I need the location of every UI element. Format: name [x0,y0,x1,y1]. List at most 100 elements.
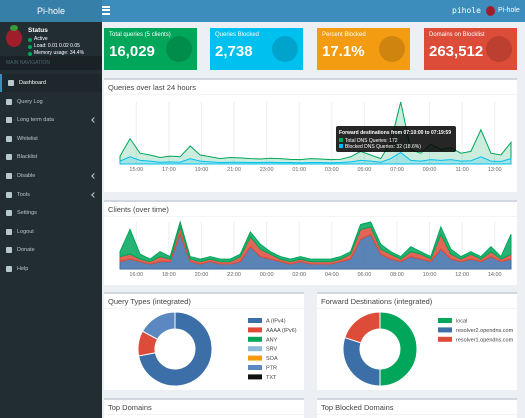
status-dot [28,52,32,56]
legend-swatch [438,327,452,333]
brand[interactable]: Pi-hole [0,0,102,22]
x-tick-label: 05:00 [357,167,371,173]
panel-title: Top Blocked Domains [321,403,394,412]
x-tick-label: 20:00 [195,272,209,278]
chart: local resolver2.opendns.com resolver1.open… [342,311,514,387]
menu-label: Donate [17,247,35,254]
menu-item[interactable]: Donate [0,241,102,259]
menu-item[interactable]: Query Log [0,93,102,111]
legend-swatch [438,318,452,323]
section-header: MAIN NAVIGATION [0,56,102,70]
user-avatar[interactable] [486,6,495,16]
menu-item[interactable]: Blacklist [0,148,102,166]
panel-title: Clients (over time) [108,205,169,214]
legend-swatch [248,374,262,380]
stat-label: Domains on Blocklist [429,32,485,38]
stat-box: Total queries (5 clients) 16,029 [104,28,197,70]
x-tick-label: 03:00 [325,167,339,173]
menu-icon [6,266,12,272]
menu-label: Whitelist [17,135,38,142]
menu-arrow [91,117,97,124]
line-series [119,151,512,165]
status-line: Memory usage: 34.4% [34,50,85,56]
logo [6,29,22,47]
donut-slice [138,311,213,387]
menu-label: Disable [17,173,36,179]
stat-icon [379,36,405,62]
menu-item[interactable]: Tools [0,186,102,204]
tooltip-swatch [339,138,343,142]
status-dot [28,45,32,49]
legend-label: ANY [266,337,278,343]
user-label[interactable]: Pi-hole [498,7,520,14]
menu-item[interactable]: Logout [0,223,102,241]
legend-label: resolver2.opendns.com [456,328,514,334]
x-tick-label: 14:00 [488,272,502,278]
x-tick-label: 18:00 [162,272,176,278]
menu-item[interactable]: Dashboard [0,74,102,92]
legend-label: SOA [266,356,278,362]
legend-swatch [248,365,262,370]
menu-item[interactable]: Help [0,260,102,278]
menu-icon [6,117,12,124]
line-series [119,101,512,165]
panel: Query Types (integrated) A (IPv4) AAAA (IP… [104,292,304,390]
menu-item[interactable]: Settings [0,204,102,222]
panel-title: Top Domains [108,403,152,412]
menu-item[interactable]: Disable [0,167,102,185]
x-tick-label: 22:00 [227,272,241,278]
menu-icon [6,210,12,217]
x-tick-label: 02:00 [292,272,306,278]
tooltip-line: Total DNS Queries: 172 [345,138,398,144]
panel-divider [104,216,517,217]
panel: Forward Destinations (integrated) local re… [317,292,517,390]
legend-label: PTR [266,366,277,372]
stat-value: 17.1% [322,43,365,60]
x-tick-label: 04:00 [325,272,339,278]
stat-box: Domains on Blocklist 263,512 [424,28,517,70]
donut-slice [141,311,176,341]
panel-title: Queries over last 24 hours [108,83,196,92]
status-dot [28,38,32,42]
x-tick-label: 21:00 [227,167,241,173]
tooltip-line: Blocked DNS Queries: 32 (18.6%) [345,144,421,150]
chart: A (IPv4) AAAA (IPv6) ANY SRV SOA PTR TXT [137,311,297,387]
panel: Clients (over time) 16:00 18:00 20:00 22:00 0… [104,200,517,285]
stat-label: Queries Blocked [215,32,260,38]
menu-icon [6,135,12,142]
menu-icon [6,247,12,254]
panel: Top Domains [104,398,304,418]
menu-arrow [91,191,97,198]
legend-label: SRV [266,347,278,353]
x-tick-label: 11:00 [455,167,468,173]
stat-box: Queries Blocked 2,738 [210,28,303,70]
legend-label: AAAA (IPv6) [266,328,297,334]
user-name[interactable]: pihole [452,6,481,15]
menu-toggle[interactable] [102,6,110,15]
stat-box: Percent Blocked 17.1% [317,28,410,70]
panel-divider [104,308,304,309]
legend-label: TXT [266,375,277,381]
x-tick-label: 13:00 [488,167,502,173]
panel-title: Forward Destinations (integrated) [321,297,433,306]
menu-arrow [91,173,97,179]
menu-toggle-mid [102,9,110,11]
menu-item[interactable]: Long term data [0,111,102,129]
x-tick-label: 01:00 [292,167,306,173]
panel-divider [317,308,517,309]
donut-slice [344,311,381,344]
menu-icon [6,173,12,179]
menu-label: Long term data [17,117,54,124]
legend-swatch [248,355,262,361]
panel: Queries over last 24 hours 15:00 17:00 19:0… [104,78,517,192]
area [119,220,512,263]
menu-label: Tools [17,191,30,198]
donut-slice [342,336,381,387]
stat-label: Percent Blocked [322,32,366,38]
menu-item[interactable]: Whitelist [0,130,102,148]
tooltip-swatch [339,144,343,148]
top-bar [0,0,525,22]
tooltip-title: Forward destinations from 07:10:00 to 07… [339,130,451,136]
